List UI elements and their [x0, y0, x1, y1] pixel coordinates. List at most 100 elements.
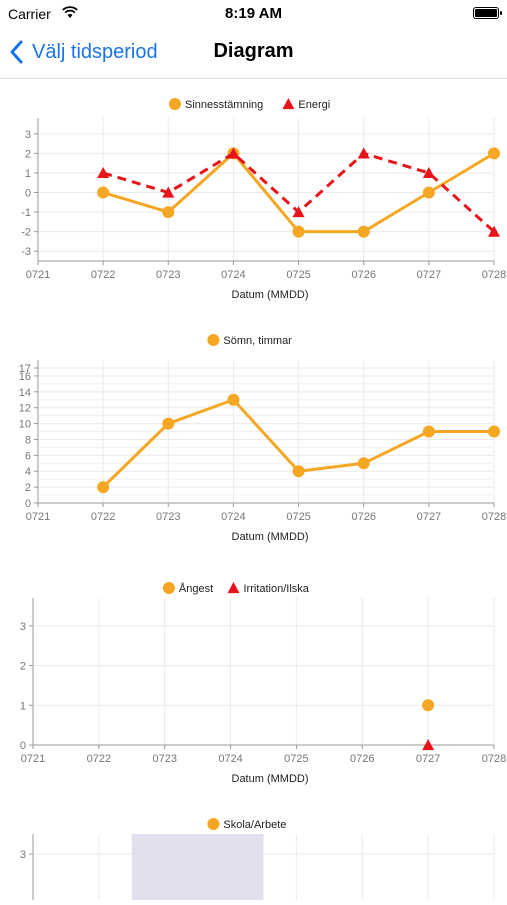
- x-tick-label: 0727: [417, 511, 441, 523]
- x-tick-label: 0723: [156, 511, 180, 523]
- y-tick-label: 0: [20, 740, 26, 752]
- y-tick-label: 1: [20, 700, 26, 712]
- y-tick-label: 8: [25, 434, 31, 446]
- y-tick-label: 3: [20, 621, 26, 633]
- legend-marker: [169, 98, 181, 110]
- x-tick-label: 0725: [286, 511, 310, 523]
- status-bar: Carrier 8:19 AM: [0, 0, 507, 28]
- x-tick-label: 0723: [156, 269, 180, 281]
- data-point: [488, 425, 500, 438]
- data-point: [357, 147, 370, 159]
- y-tick-label: 2: [25, 148, 31, 160]
- x-tick-label: 0724: [221, 511, 245, 523]
- x-tick-label: 0722: [91, 511, 115, 523]
- y-tick-label: 2: [25, 482, 31, 494]
- x-tick-label: 0721: [26, 269, 50, 281]
- status-time: 8:19 AM: [225, 5, 282, 22]
- data-point: [162, 206, 175, 219]
- data-point: [227, 393, 240, 406]
- legend-marker: [207, 818, 220, 830]
- legend-entry: Ångest: [162, 582, 213, 595]
- data-point: [422, 739, 435, 751]
- x-axis-label: Datum (MMDD): [232, 773, 309, 785]
- x-tick-label: 0726: [350, 753, 374, 765]
- chart-legend: Sinnesstämning Energi: [169, 98, 330, 111]
- x-tick-label: 0721: [21, 753, 45, 765]
- chevron-left-icon: [10, 40, 23, 64]
- y-tick-label: 10: [19, 419, 31, 431]
- data-band: [131, 834, 264, 900]
- wifi-icon: [62, 6, 78, 18]
- y-tick-label: 1: [25, 168, 31, 180]
- x-tick-label: 0727: [416, 753, 440, 765]
- navigation-bar: Välj tidsperiod Diagram: [0, 28, 507, 79]
- data-point: [488, 225, 500, 237]
- legend-label: Irritation/Ilska: [244, 583, 310, 595]
- y-tick-label: -1: [21, 207, 31, 219]
- page-title: Diagram: [213, 40, 294, 62]
- data-point: [422, 186, 435, 199]
- data-point: [292, 206, 305, 218]
- back-button[interactable]: Välj tidsperiod: [10, 38, 158, 66]
- x-tick-label: 0726: [351, 511, 375, 523]
- legend-label: Energi: [298, 99, 330, 111]
- legend-marker: [227, 582, 240, 594]
- mood-energy-chart-svg: Sinnesstämning Energi -3 -2 -1 0 1 2 3 0721 0722 07…: [21, 98, 506, 301]
- x-tick-label: 0728: [482, 511, 506, 523]
- data-point: [292, 465, 305, 478]
- legend-entry: Energi: [282, 98, 330, 111]
- x-tick-label: 0725: [286, 269, 310, 281]
- legend-marker: [162, 582, 175, 594]
- data-point: [292, 225, 305, 238]
- x-tick-label: 0724: [218, 753, 242, 765]
- carrier-label: Carrier: [8, 6, 51, 22]
- legend-marker: [207, 334, 220, 346]
- chart-legend: Sömn, timmar: [207, 334, 292, 347]
- legend-entry: Skola/Arbete: [207, 818, 286, 831]
- x-axis-label: Datum (MMDD): [232, 531, 309, 543]
- data-point: [227, 147, 240, 159]
- data-point: [162, 186, 175, 198]
- y-tick-label: 16: [19, 371, 31, 383]
- y-tick-label: 3: [25, 129, 31, 141]
- data-point: [162, 417, 175, 430]
- school-work-chart-svg: Skola/Arbete 3: [20, 818, 495, 900]
- anxiety-irritation-chart-svg: Ångest Irritation/Ilska 0 1 2 3 0721 0722 0723 07…: [20, 582, 506, 785]
- legend-entry: Sömn, timmar: [207, 334, 292, 347]
- data-point: [357, 225, 370, 238]
- legend-marker: [282, 98, 295, 110]
- x-tick-label: 0727: [417, 269, 441, 281]
- back-button-label: Välj tidsperiod: [32, 40, 158, 63]
- y-tick-label: 3: [20, 849, 26, 861]
- x-tick-label: 0722: [87, 753, 111, 765]
- legend-label: Skola/Arbete: [223, 819, 286, 831]
- y-tick-label: -2: [21, 227, 31, 239]
- data-point: [97, 186, 110, 199]
- x-tick-label: 0722: [91, 269, 115, 281]
- chart-legend: Skola/Arbete: [207, 818, 286, 831]
- x-tick-label: 0725: [284, 753, 308, 765]
- y-tick-label: 2: [20, 661, 26, 673]
- mood-energy-chart: Sinnesstämning Energi -3 -2 -1 0 1 2 3 0721 0722 07…: [0, 86, 507, 316]
- data-point: [422, 425, 435, 438]
- data-point: [97, 481, 110, 494]
- y-tick-label: 14: [19, 387, 31, 399]
- chart-legend: Ångest Irritation/Ilska: [162, 582, 310, 595]
- x-tick-label: 0726: [351, 269, 375, 281]
- legend-label: Sömn, timmar: [223, 335, 292, 347]
- legend-label: Ångest: [179, 582, 213, 595]
- y-tick-label: 6: [25, 450, 31, 462]
- battery-icon: [473, 7, 502, 19]
- x-axis-label: Datum (MMDD): [232, 289, 309, 301]
- data-point: [422, 699, 435, 712]
- data-point: [488, 147, 500, 160]
- x-tick-label: 0724: [221, 269, 245, 281]
- x-tick-label: 0721: [26, 511, 50, 523]
- data-point: [97, 166, 110, 179]
- legend-entry: Sinnesstämning: [169, 98, 263, 111]
- legend-label: Sinnesstämning: [185, 99, 263, 111]
- data-point: [422, 166, 435, 179]
- legend-entry: Irritation/Ilska: [227, 582, 310, 595]
- sleep-chart: Sömn, timmar 0 2 4 6 8 10 12 14 16 17 0721 0722 0723 0…: [0, 322, 507, 552]
